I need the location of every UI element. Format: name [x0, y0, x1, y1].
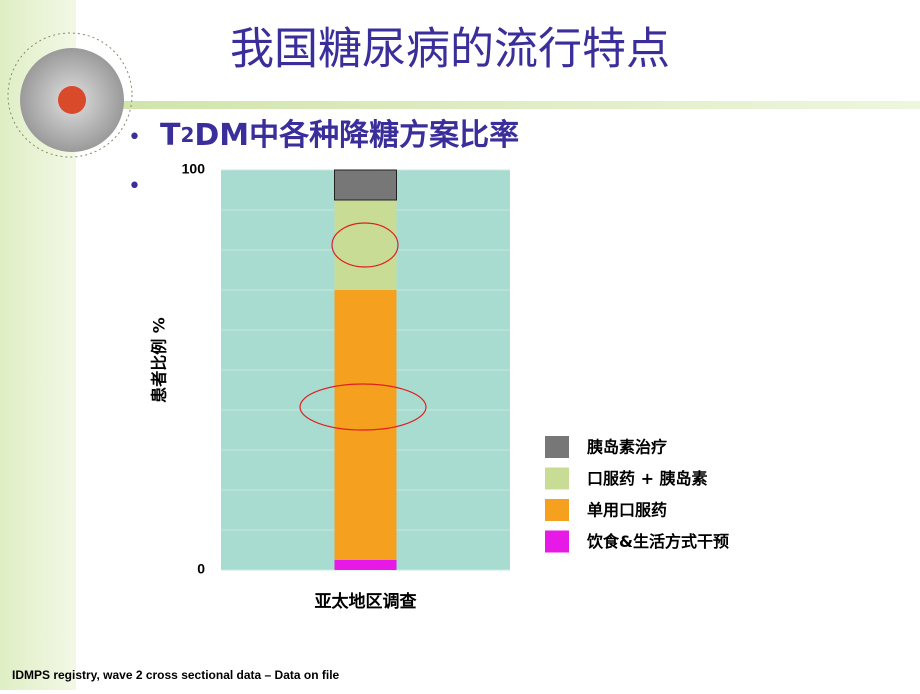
bar-segment: [334, 200, 397, 290]
title-rule: [76, 101, 920, 109]
legend-swatch: [545, 499, 569, 521]
highlight-ellipse: [331, 222, 399, 268]
legend-label: 饮食&生活方式干预: [586, 532, 729, 551]
legend-swatch: [545, 436, 569, 458]
legend-swatch: [545, 467, 569, 490]
bullet-text: T2DM中各种降糖方案比率: [160, 118, 519, 153]
bullet: •: [128, 125, 141, 150]
y-tick-label: 0: [197, 561, 205, 577]
deco-ring: [7, 32, 133, 158]
bar-segment: [334, 169, 397, 201]
legend-swatch: [545, 530, 569, 553]
legend-label: 胰岛素治疗: [587, 438, 667, 457]
deco-center: [58, 86, 86, 114]
footer: IDMPS registry, wave 2 cross sectional d…: [12, 668, 340, 682]
bar-segment: [334, 290, 397, 560]
bar-segment: [334, 560, 397, 570]
bullet: •: [128, 174, 141, 199]
highlight-ellipse: [299, 383, 427, 431]
legend-label: 口服药 + 胰岛素: [587, 469, 708, 488]
x-tick-label: 亚太地区调查: [315, 591, 418, 612]
legend-label: 单用口服药: [587, 501, 667, 520]
slide-title: 我国糖尿病的流行特点: [230, 24, 670, 75]
y-axis-label: 患者比例 %: [150, 317, 169, 403]
y-tick-label: 100: [182, 161, 206, 177]
